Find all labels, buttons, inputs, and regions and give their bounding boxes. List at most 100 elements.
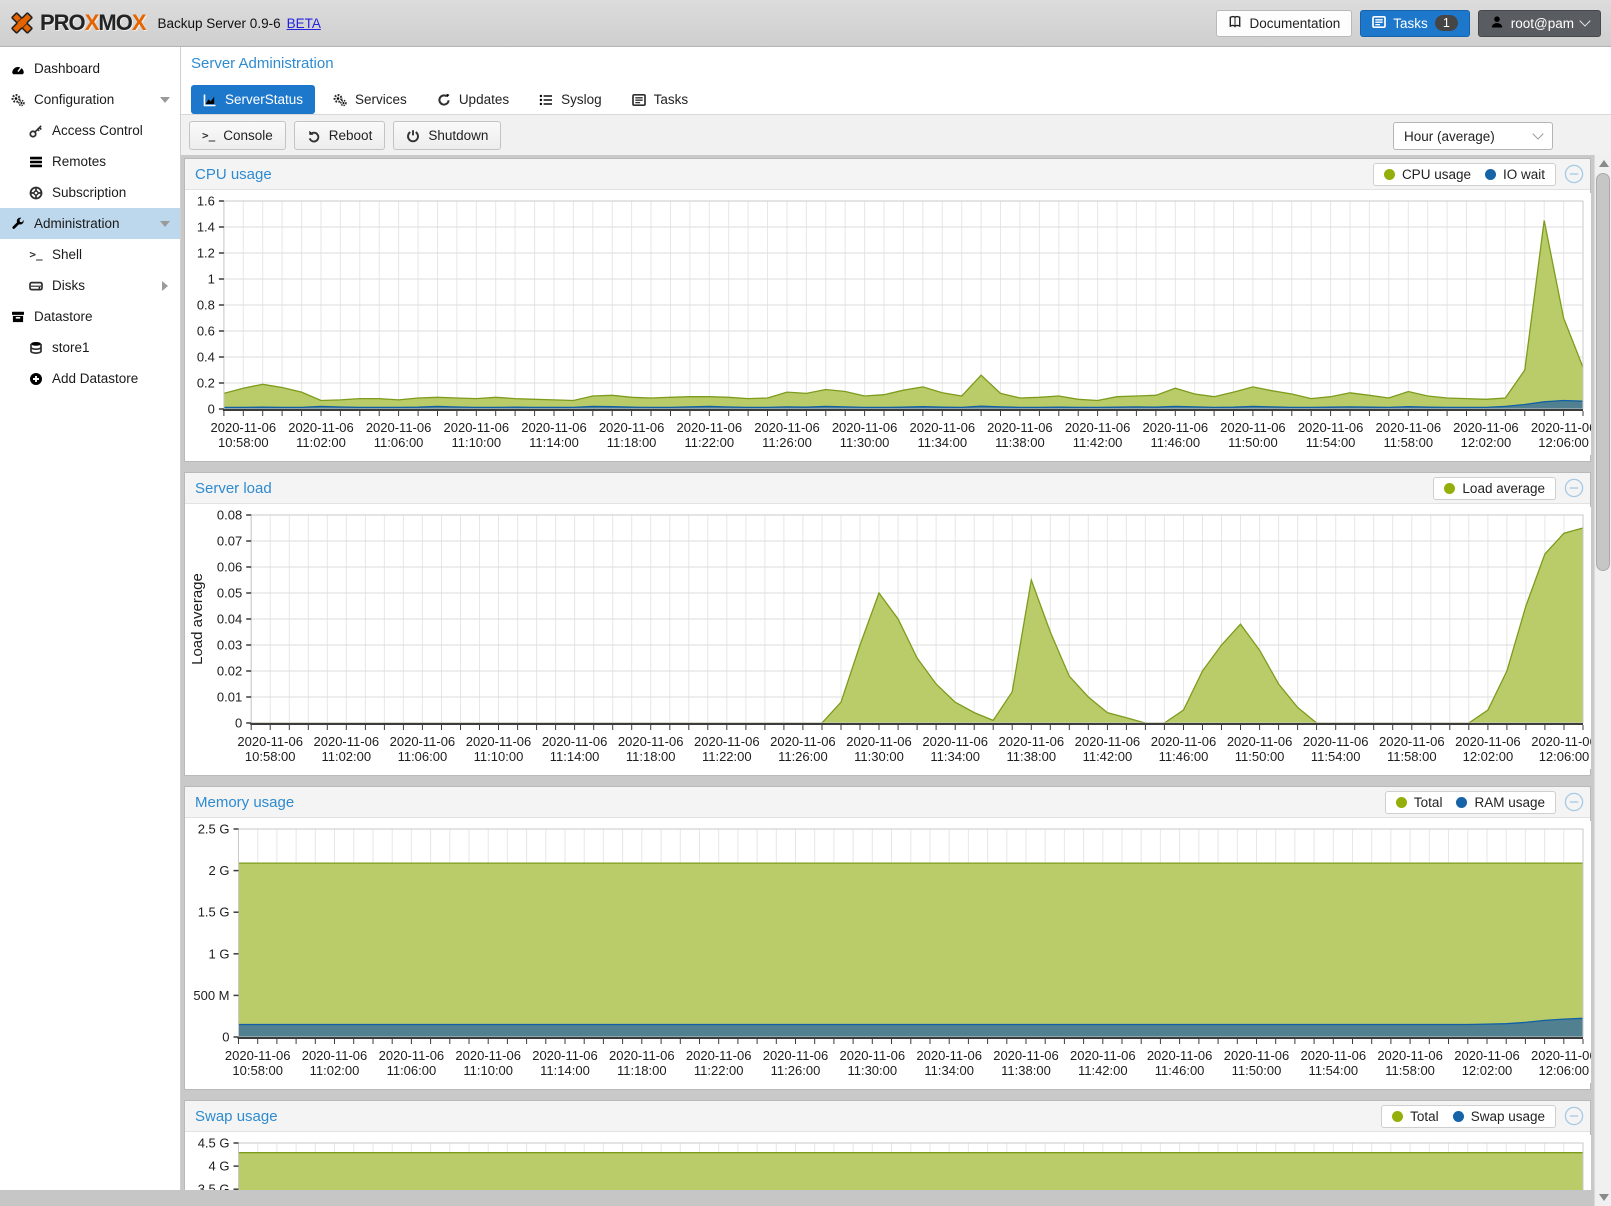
svg-text:2020-11-06: 2020-11-06 (1143, 420, 1209, 435)
dashboard-icon (10, 62, 26, 76)
time-range-select[interactable]: Hour (average) (1393, 122, 1553, 150)
gears-icon (333, 93, 347, 107)
svg-text:11:22:00: 11:22:00 (694, 1063, 744, 1078)
svg-text:2020-11-06: 2020-11-06 (288, 420, 354, 435)
svg-text:0.05: 0.05 (217, 586, 242, 601)
sidebar-item-label: Remotes (52, 154, 107, 169)
svg-text:0.08: 0.08 (217, 508, 242, 523)
collapse-panel-button[interactable] (1564, 164, 1584, 184)
svg-text:2020-11-06: 2020-11-06 (1531, 420, 1591, 435)
panel-title: Memory usage (195, 793, 295, 811)
svg-text:11:34:00: 11:34:00 (917, 435, 967, 450)
chart-legend: Load average (1433, 476, 1556, 500)
legend-dot-icon (1452, 1110, 1464, 1122)
sidebar-item-store1[interactable]: store1 (0, 332, 180, 363)
sidebar-item-label: Subscription (52, 185, 127, 200)
scroll-up-arrow-icon[interactable] (1599, 160, 1609, 167)
svg-text:2020-11-06: 2020-11-06 (1070, 1048, 1136, 1063)
sidebar-item-dashboard[interactable]: Dashboard (0, 53, 180, 84)
sidebar-item-label: store1 (52, 340, 90, 355)
svg-text:11:46:00: 11:46:00 (1159, 749, 1209, 764)
svg-text:11:14:00: 11:14:00 (529, 435, 579, 450)
legend-label: IO wait (1502, 166, 1545, 182)
sidebar-item-configuration[interactable]: Configuration (0, 84, 180, 115)
svg-text:2020-11-06: 2020-11-06 (1455, 734, 1521, 749)
panel-body: 0 0.01 0.02 0.03 0.04 0.05 0.06 0.07 0.08 2020-11… (185, 504, 1594, 775)
sidebar-item-label: Datastore (34, 309, 93, 324)
tab-label: Tasks (653, 92, 689, 107)
sidebar-item-label: Dashboard (34, 61, 101, 76)
console-button[interactable]: >_ Console (189, 121, 286, 150)
panel-server-load: Server load Load average 0 0.01 0.02 0.03 0.04… (184, 472, 1594, 776)
horizontal-scrollbar[interactable] (0, 1190, 1594, 1206)
svg-text:11:30:00: 11:30:00 (847, 1063, 897, 1078)
sidebar-item-datastore[interactable]: Datastore (0, 301, 180, 332)
svg-text:12:06:00: 12:06:00 (1539, 749, 1590, 764)
tasks-label: Tasks (1393, 15, 1428, 31)
toolbar: >_ Console Reboot Shutdown Hour (average) (181, 115, 1611, 157)
collapse-panel-button[interactable] (1564, 1106, 1584, 1126)
beta-link[interactable]: BETA (286, 15, 321, 31)
vertical-scrollbar-thumb[interactable] (1596, 173, 1610, 571)
svg-text:2020-11-06: 2020-11-06 (1298, 420, 1364, 435)
svg-text:11:58:00: 11:58:00 (1387, 749, 1437, 764)
scroll-down-arrow-icon[interactable] (1599, 1194, 1609, 1201)
proxmox-x-icon (8, 9, 36, 37)
svg-text:2020-11-06: 2020-11-06 (832, 420, 898, 435)
sidebar-item-access-control[interactable]: Access Control (0, 115, 180, 146)
user-label: root@pam (1510, 15, 1574, 31)
user-menu-button[interactable]: root@pam (1477, 9, 1601, 37)
documentation-button[interactable]: Documentation (1216, 9, 1353, 37)
undo-icon (307, 129, 321, 143)
svg-text:11:42:00: 11:42:00 (1078, 1063, 1128, 1078)
svg-text:11:14:00: 11:14:00 (550, 749, 600, 764)
legend-label: RAM usage (1474, 794, 1545, 810)
collapse-panel-button[interactable] (1564, 792, 1584, 812)
sidebar-item-disks[interactable]: Disks (0, 270, 180, 301)
vertical-scrollbar[interactable] (1594, 155, 1611, 1206)
svg-text:11:06:00: 11:06:00 (387, 1063, 437, 1078)
tasks-count-badge: 1 (1434, 15, 1458, 31)
tab-services[interactable]: Services (321, 85, 419, 114)
svg-text:0.04: 0.04 (217, 612, 242, 627)
svg-text:11:46:00: 11:46:00 (1155, 1063, 1205, 1078)
svg-text:11:10:00: 11:10:00 (451, 435, 501, 450)
sidebar-item-add-datastore[interactable]: Add Datastore (0, 363, 180, 394)
legend-label: Load average (1462, 480, 1545, 496)
svg-text:2020-11-06: 2020-11-06 (916, 1048, 982, 1063)
svg-text:10:58:00: 10:58:00 (232, 1063, 283, 1078)
app-title: Backup Server 0.9-6 (157, 15, 281, 31)
sidebar-item-label: Access Control (52, 123, 143, 138)
svg-text:11:26:00: 11:26:00 (778, 749, 828, 764)
svg-text:2020-11-06: 2020-11-06 (686, 1048, 752, 1063)
svg-text:2020-11-06: 2020-11-06 (1454, 1048, 1520, 1063)
svg-text:11:30:00: 11:30:00 (854, 749, 904, 764)
sidebar-item-shell[interactable]: >_ Shell (0, 239, 180, 270)
tab-updates[interactable]: Updates (425, 85, 521, 114)
panel-title: CPU usage (195, 165, 272, 183)
sidebar-item-subscription[interactable]: Subscription (0, 177, 180, 208)
tab-syslog[interactable]: Syslog (527, 85, 614, 114)
svg-text:1: 1 (208, 272, 215, 287)
legend-dot-icon (1444, 482, 1456, 494)
svg-text:2020-11-06: 2020-11-06 (1531, 1048, 1591, 1063)
sidebar-item-remotes[interactable]: Remotes (0, 146, 180, 177)
svg-text:2020-11-06: 2020-11-06 (677, 420, 743, 435)
collapse-panel-button[interactable] (1564, 478, 1584, 498)
svg-text:0.06: 0.06 (217, 560, 242, 575)
sidebar-item-administration[interactable]: Administration (0, 208, 180, 239)
svg-text:0: 0 (235, 716, 242, 731)
svg-text:11:50:00: 11:50:00 (1232, 1063, 1282, 1078)
svg-text:2020-11-06: 2020-11-06 (999, 734, 1065, 749)
chart-icon (203, 93, 217, 107)
reboot-button[interactable]: Reboot (293, 121, 386, 150)
tasks-button[interactable]: Tasks 1 (1360, 9, 1470, 37)
legend-item: Total (1392, 1109, 1439, 1124)
tab-tasks[interactable]: Tasks (620, 85, 701, 114)
shutdown-button[interactable]: Shutdown (393, 121, 502, 150)
tab-serverstatus[interactable]: ServerStatus (191, 85, 316, 114)
svg-text:11:54:00: 11:54:00 (1311, 749, 1361, 764)
sidebar-item-label: Shell (52, 247, 83, 262)
svg-text:12:06:00: 12:06:00 (1538, 1063, 1589, 1078)
svg-text:0: 0 (208, 402, 215, 417)
